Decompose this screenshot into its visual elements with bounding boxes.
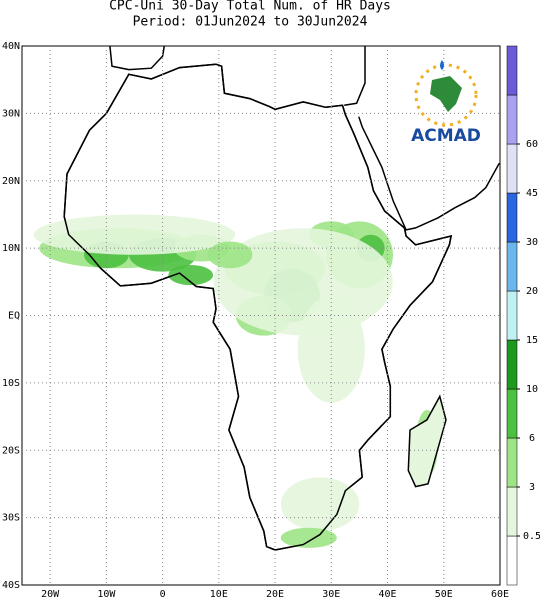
logo-text: ACMAD bbox=[411, 126, 481, 146]
lon-label: 0 bbox=[160, 589, 166, 600]
colorbar-band bbox=[506, 192, 518, 243]
lat-label: 30S bbox=[2, 513, 20, 524]
grid: 20W 10W 0 10E 20E 30E 40E 50E 60E 40N 30N 20N 10N EQ 1… bbox=[2, 41, 509, 600]
lat-label: 20S bbox=[2, 445, 20, 456]
lat-label: 30N bbox=[2, 108, 20, 119]
colorbar-label: 10 bbox=[526, 384, 538, 395]
lat-label: 20N bbox=[2, 176, 20, 187]
shading bbox=[280, 477, 360, 531]
lon-label: 10W bbox=[97, 589, 116, 600]
colorbar-band bbox=[506, 94, 518, 145]
period: Period: 01Jun2024 to 30Jun2024 bbox=[133, 15, 368, 30]
colorbar-label: 45 bbox=[526, 188, 538, 199]
land bbox=[33, 46, 500, 551]
colorbar-band bbox=[506, 45, 518, 96]
colorbar-label: 6 bbox=[529, 433, 535, 444]
lon-label: 30E bbox=[322, 589, 340, 600]
lon-label: 40E bbox=[378, 589, 396, 600]
lon-label: 10E bbox=[210, 589, 228, 600]
arabia bbox=[344, 46, 366, 107]
shading bbox=[207, 241, 253, 269]
lat-label: 10N bbox=[2, 243, 20, 254]
colorbar-band bbox=[506, 290, 518, 341]
colorbar-label: 0.5 bbox=[523, 531, 540, 542]
colorbar-band bbox=[506, 339, 518, 390]
shading bbox=[168, 265, 214, 286]
lat-label: 40N bbox=[2, 41, 20, 52]
colorbar-band bbox=[506, 388, 518, 439]
colorbar-band bbox=[506, 486, 518, 537]
africa-outline bbox=[63, 63, 453, 551]
colorbar-label: 30 bbox=[526, 237, 538, 248]
shading bbox=[33, 214, 236, 255]
shading bbox=[280, 527, 337, 548]
colorbar-label: 60 bbox=[526, 139, 538, 150]
lon-label: 50E bbox=[435, 589, 453, 600]
lon-label: 60E bbox=[491, 589, 509, 600]
colorbar: 0.5 3 6 10 15 20 30 45 60 bbox=[506, 45, 540, 586]
colorbar-label: 15 bbox=[526, 335, 538, 346]
lat-label: 40S bbox=[2, 580, 20, 591]
colorbar-band bbox=[506, 535, 518, 586]
logo: ACMAD bbox=[411, 60, 481, 146]
shading bbox=[297, 295, 365, 403]
lat-label: EQ bbox=[8, 311, 20, 322]
arabia bbox=[358, 116, 500, 231]
lat-label: 10S bbox=[2, 378, 20, 389]
colorbar-band bbox=[506, 143, 518, 194]
colorbar-band bbox=[506, 241, 518, 292]
lon-label: 20W bbox=[41, 589, 60, 600]
colorbar-label: 20 bbox=[526, 286, 538, 297]
lon-label: 20E bbox=[266, 589, 284, 600]
colorbar-band bbox=[506, 437, 518, 488]
iberia bbox=[109, 46, 166, 71]
colorbar-label: 3 bbox=[529, 482, 535, 493]
madagascar bbox=[407, 394, 447, 488]
title: CPC-Uni 30-Day Total Num. of HR Days bbox=[109, 0, 391, 14]
